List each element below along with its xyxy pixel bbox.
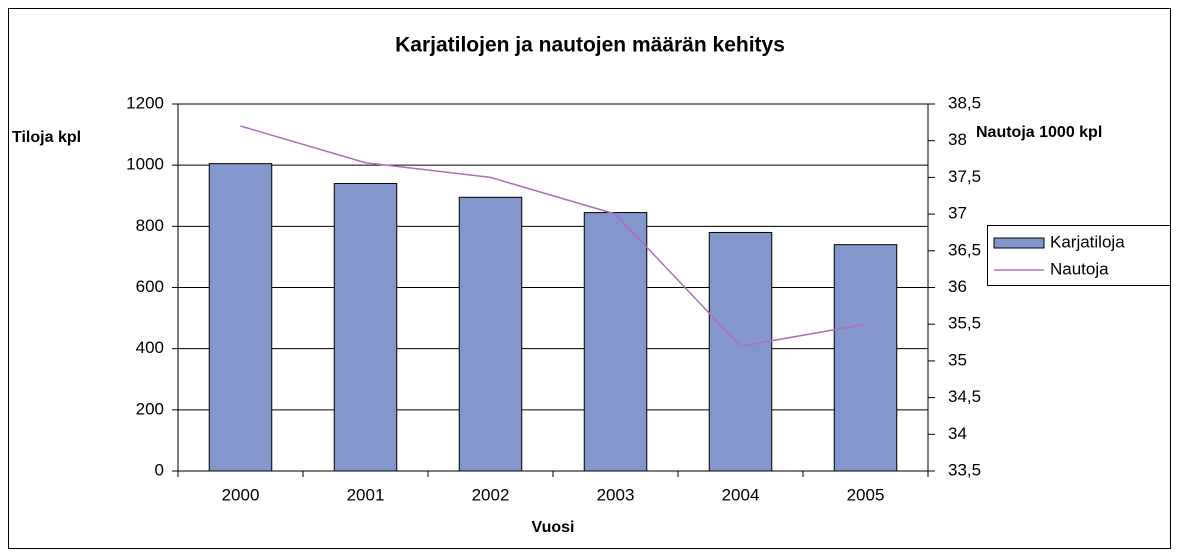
y-tick-label: 200 <box>136 399 164 418</box>
x-tick-label: 2000 <box>222 485 260 504</box>
y2-tick-label: 33,5 <box>948 460 981 479</box>
bar <box>833 244 898 472</box>
bar <box>708 231 773 472</box>
y2-tick-label: 34,5 <box>948 387 981 406</box>
x-tick-label: 2005 <box>847 485 885 504</box>
y-tick-label: 800 <box>136 216 164 235</box>
legend-swatch <box>993 237 1045 249</box>
y-tick-label: 600 <box>136 277 164 296</box>
y2-tick-label: 36,5 <box>948 240 981 259</box>
y-tick-label: 0 <box>155 460 164 479</box>
chart-title: Karjatilojen ja nautojen määrän kehitys <box>395 34 785 57</box>
x-tick-label: 2002 <box>472 485 510 504</box>
y-tick-label: 1200 <box>126 93 164 112</box>
x-tick-label: 2001 <box>347 485 385 504</box>
bar <box>583 212 648 472</box>
x-tick-label: 2003 <box>597 485 635 504</box>
x-axis-title: Vuosi <box>532 519 575 536</box>
x-tick-label: 2004 <box>722 485 760 504</box>
line <box>240 125 866 348</box>
y2-tick-label: 35,5 <box>948 314 981 333</box>
y2-tick-label: 34 <box>948 424 967 443</box>
y2-tick-label: 35 <box>948 350 967 369</box>
y2-tick-label: 36 <box>948 277 967 296</box>
legend-label: Nautoja <box>1050 259 1109 278</box>
bar <box>458 196 523 472</box>
y-tick-label: 400 <box>136 338 164 357</box>
legend-label: Karjatiloja <box>1050 232 1125 251</box>
bar <box>333 183 398 472</box>
bar <box>208 163 273 472</box>
legend-box <box>987 225 1171 286</box>
y2-axis-title: Nautoja 1000 kpl <box>976 124 1102 141</box>
y2-tick-label: 37,5 <box>948 167 981 186</box>
y2-tick-label: 37 <box>948 204 967 223</box>
y2-tick-label: 38 <box>948 130 967 149</box>
y-axis-title: Tiloja kpl <box>12 129 81 146</box>
y2-tick-label: 38,5 <box>948 93 981 112</box>
y-tick-label: 1000 <box>126 155 164 174</box>
